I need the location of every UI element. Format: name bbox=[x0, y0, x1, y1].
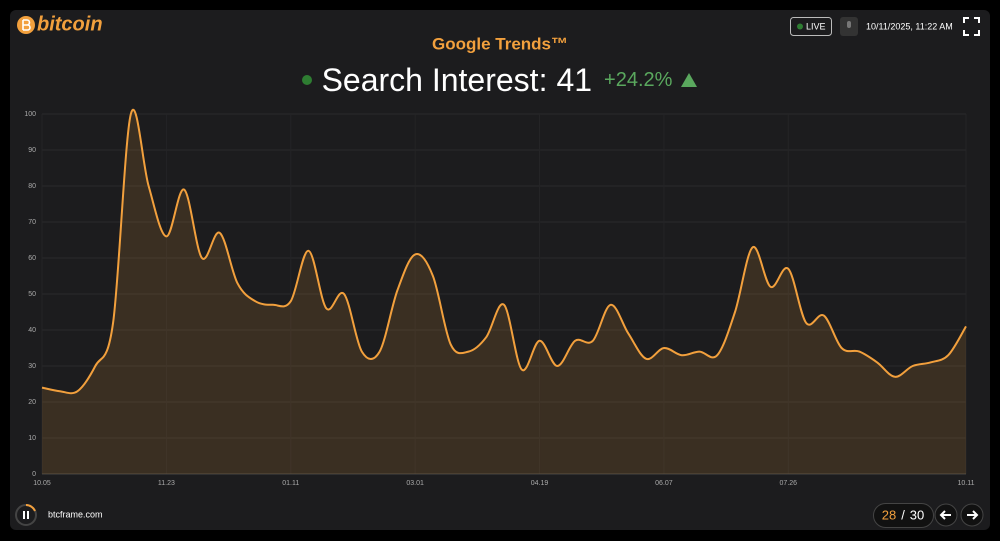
datetime: 10/11/2025, 11:22 AM bbox=[866, 21, 953, 31]
progress-ring bbox=[25, 504, 36, 512]
logo-text: bitcoin bbox=[37, 13, 103, 35]
pause-bar bbox=[27, 511, 29, 519]
headline-label: Search Interest: bbox=[321, 61, 548, 98]
mic-icon bbox=[847, 21, 851, 28]
y-tick-label: 80 bbox=[28, 183, 36, 190]
headline: Search Interest: 41 +24.2% bbox=[0, 60, 1000, 100]
live-badge bbox=[790, 17, 832, 36]
x-tick-label: 04.19 bbox=[531, 480, 549, 487]
y-tick-label: 50 bbox=[28, 291, 36, 298]
x-tick-label: 03.01 bbox=[406, 480, 424, 487]
page-separator: / bbox=[901, 507, 905, 522]
y-tick-label: 40 bbox=[28, 327, 36, 334]
area bbox=[42, 109, 966, 474]
status-dot bbox=[301, 75, 312, 85]
chart: 0 10 20 30 40 50 60 70 80 90 100 10.05 11.23 01.11 03.… bbox=[24, 109, 975, 487]
headline-change: +24.2% bbox=[604, 68, 673, 91]
x-tick-label: 06.07 bbox=[655, 480, 673, 487]
y-tick-label: 20 bbox=[28, 399, 36, 406]
panel bbox=[10, 10, 990, 530]
up-arrow bbox=[681, 73, 698, 87]
line bbox=[41, 109, 967, 395]
y-tick-label: 10 bbox=[28, 435, 36, 442]
x-tick-label: 01.11 bbox=[282, 480, 299, 487]
y-tick-label: 100 bbox=[24, 111, 36, 118]
live-text: LIVE bbox=[806, 21, 826, 31]
x-tick-label: 11.23 bbox=[158, 480, 175, 487]
y-tick-label: 30 bbox=[28, 363, 36, 370]
widget-title: Google Trends™ bbox=[432, 34, 568, 53]
x-tick-label: 10.05 bbox=[33, 480, 51, 487]
prev-arrow bbox=[939, 510, 951, 520]
y-tick-label: 70 bbox=[28, 219, 36, 226]
fullscreen-button[interactable] bbox=[963, 17, 980, 36]
live-dot bbox=[797, 23, 803, 30]
logo-glyph bbox=[22, 19, 31, 31]
y-tick-label: 60 bbox=[28, 255, 36, 262]
headline-value: 41 bbox=[556, 61, 593, 98]
site-name: btcframe.com bbox=[48, 509, 103, 519]
pager bbox=[873, 503, 934, 528]
page-current: 28 bbox=[882, 507, 896, 522]
y-tick-label: 0 bbox=[32, 471, 36, 478]
next-arrow bbox=[967, 510, 979, 520]
x-tick-label: 07.26 bbox=[780, 480, 798, 487]
page-total: 30 bbox=[910, 507, 924, 522]
y-tick-label: 90 bbox=[28, 147, 36, 154]
pause-bar bbox=[23, 511, 25, 519]
x-tick-label: 10.11 bbox=[958, 480, 975, 487]
